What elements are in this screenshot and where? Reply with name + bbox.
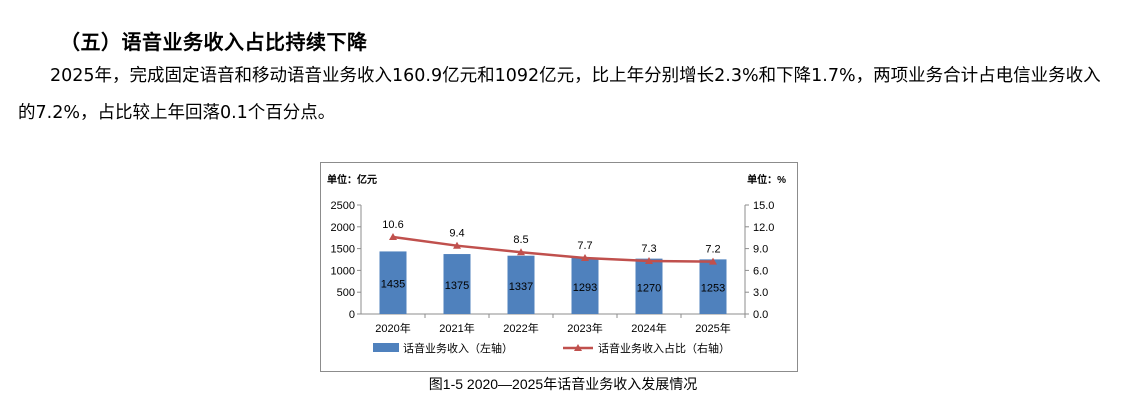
revenue-bar — [507, 255, 535, 314]
right-axis-tick-label: 9.0 — [753, 244, 768, 256]
share-marker — [389, 232, 397, 240]
left-axis-tick-label: 2000 — [331, 222, 355, 234]
revenue-bar — [699, 259, 727, 314]
revenue-bar-label: 1293 — [573, 282, 597, 294]
x-axis-tick-label: 2023年 — [567, 321, 602, 335]
section-paragraph: 2025年，完成固定语音和移动语音业务收入160.9亿元和1092亿元，比上年分… — [18, 58, 1108, 132]
revenue-bar — [635, 258, 663, 314]
revenue-bar — [443, 254, 471, 314]
share-line — [392, 235, 714, 263]
right-unit-label: 单位：% — [747, 173, 786, 186]
revenue-bar-label: 1270 — [637, 282, 661, 294]
x-axis-tick-label: 2020年 — [375, 321, 410, 335]
share-marker — [645, 256, 653, 264]
revenue-bar-label: 1375 — [445, 280, 469, 292]
x-axis-tick-label: 2021年 — [439, 321, 474, 335]
left-axis-tick-label: 1000 — [331, 265, 355, 277]
share-marker — [517, 248, 525, 256]
left-unit-label: 单位：亿元 — [327, 173, 377, 186]
share-data-label: 10.6 — [382, 219, 403, 231]
right-axis-tick-label: 12.0 — [753, 222, 774, 234]
paragraph-text: 2025年，完成固定语音和移动语音业务收入160.9亿元和1092亿元，比上年分… — [18, 66, 1101, 123]
share-data-label: 9.4 — [449, 228, 464, 240]
right-axis-tick-label: 0.0 — [753, 309, 768, 321]
revenue-bar-label: 1253 — [701, 283, 725, 295]
share-data-label: 7.2 — [705, 244, 720, 256]
x-axis-tick-label: 2024年 — [631, 321, 666, 335]
figure-caption: 图1-5 2020—2025年话音业务收入发展情况 — [428, 376, 698, 392]
chart-container: 单位：亿元 单位：% 0 500 1000 1500 2000 2500 0.0 3.0 6.0 9.… — [320, 162, 798, 372]
legend-bar-label: 话音业务收入（左轴） — [403, 341, 513, 355]
revenue-bar-label: 1337 — [509, 281, 533, 293]
voice-revenue-chart: 单位：亿元 单位：% 0 500 1000 1500 2000 2500 0.0 3.0 6.0 9.… — [327, 173, 786, 355]
left-axis-tick-label: 2500 — [331, 200, 355, 212]
legend-line-marker — [574, 344, 582, 351]
right-axis-tick-label: 15.0 — [753, 200, 774, 212]
revenue-bar — [379, 251, 407, 314]
share-marker — [581, 254, 589, 262]
share-marker — [453, 241, 461, 249]
share-marker — [709, 257, 717, 265]
left-axis-tick-label: 500 — [337, 287, 355, 299]
share-data-label: 7.3 — [641, 243, 656, 255]
share-data-label: 7.7 — [577, 240, 592, 252]
share-data-label: 8.5 — [513, 234, 528, 246]
x-axis-tick-label: 2025年 — [695, 321, 730, 335]
left-axis-tick-label: 1500 — [331, 244, 355, 256]
revenue-bar — [571, 257, 599, 314]
right-axis-tick-label: 6.0 — [753, 265, 768, 277]
section-heading: （五）语音业务收入占比持续下降 — [60, 30, 368, 54]
x-axis-tick-label: 2022年 — [503, 321, 538, 335]
revenue-bar-label: 1435 — [381, 279, 405, 291]
legend-bar-swatch — [373, 343, 399, 352]
left-axis-tick-label: 0 — [349, 309, 355, 321]
right-axis-tick-label: 3.0 — [753, 287, 768, 299]
legend-line-label: 话音业务收入占比（右轴） — [598, 341, 730, 355]
